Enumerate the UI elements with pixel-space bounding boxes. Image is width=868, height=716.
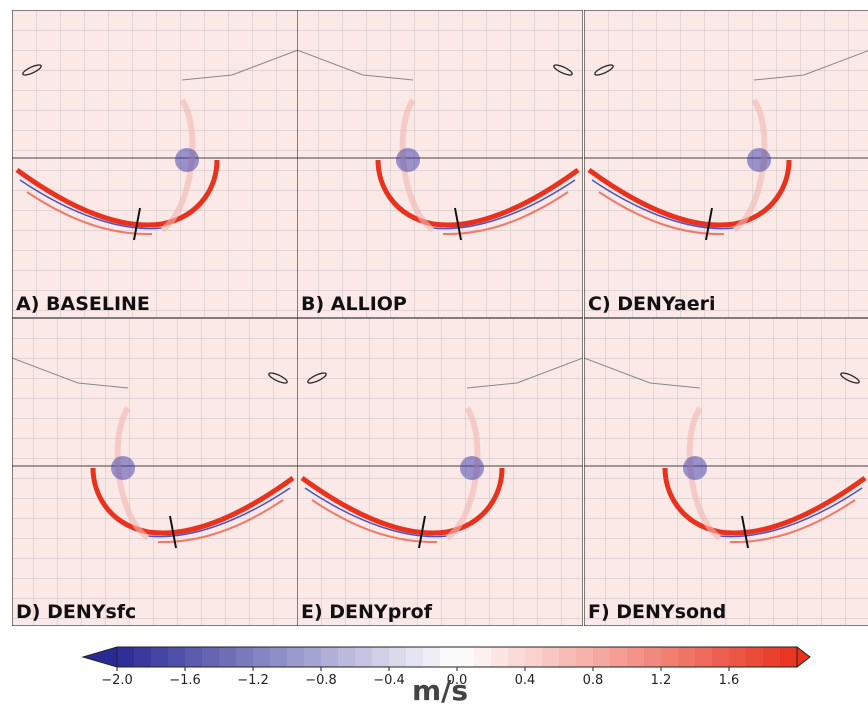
map-panel: B) ALLIOP [297, 10, 583, 318]
colorbar-tick-label: −1.6 [169, 673, 201, 688]
colorbar-segment [236, 647, 254, 667]
colorbar-segment [389, 647, 407, 667]
panel-label: D) DENYsfc [16, 601, 136, 623]
panels: A) BASELINE B) ALLIOP C) DENYaeri D) DENYsf… [12, 10, 868, 626]
colorbar-tick-label: −2.0 [101, 673, 133, 688]
colorbar-segment [491, 647, 509, 667]
colorbar-segment [763, 647, 781, 667]
colorbar-segment [219, 647, 237, 667]
panel-label: C) DENYaeri [588, 293, 716, 315]
colorbar: −2.0 −1.6 −1.2 −0.8 −0.4 0.0 0.4 0.8 1.2 1.6 [81, 645, 811, 688]
colorbar-extend-high [796, 645, 811, 669]
colorbar-segment [780, 647, 798, 667]
colorbar-segment [746, 647, 764, 667]
map-panel: A) BASELINE [12, 10, 298, 318]
colorbar-tick-label: 0.0 [447, 673, 468, 688]
colorbar-tick-label: −0.8 [305, 673, 337, 688]
colorbar-segment [661, 647, 679, 667]
panel-label: A) BASELINE [16, 293, 150, 315]
colorbar-segment [508, 647, 526, 667]
colorbar-extend-low [81, 646, 118, 668]
colorbar-segment [321, 647, 339, 667]
colorbar-segment [593, 647, 611, 667]
colorbar-tick-label: −0.4 [373, 673, 405, 688]
colorbar-segment [372, 647, 390, 667]
colorbar-segment [712, 647, 730, 667]
colorbar-segment [610, 647, 628, 667]
colorbar-segment [729, 647, 747, 667]
map-image [297, 318, 583, 626]
map-panel: E) DENYprof [297, 318, 583, 626]
colorbar-segment [695, 647, 713, 667]
map-panel: F) DENYsond [584, 318, 868, 626]
colorbar-segment [627, 647, 645, 667]
colorbar-segment [406, 647, 424, 667]
colorbar-segment [338, 647, 356, 667]
colorbar-tick-label: 1.6 [719, 673, 740, 688]
colorbar-segment [559, 647, 577, 667]
colorbar-unit: m/s [412, 674, 468, 707]
colorbar-segment [117, 647, 135, 667]
panel-label: F) DENYsond [588, 601, 726, 623]
colorbar-segment [542, 647, 560, 667]
colorbar-segment [423, 647, 441, 667]
colorbar-tick-label: 1.2 [651, 673, 672, 688]
colorbar-segment [185, 647, 203, 667]
colorbar-segment [253, 647, 271, 667]
colorbar-segment [304, 647, 322, 667]
colorbar-segment [151, 647, 169, 667]
colorbar-segment [134, 647, 152, 667]
colorbar-segment [270, 647, 288, 667]
colorbar-tick-label: 0.4 [515, 673, 536, 688]
map-image [12, 318, 298, 626]
colorbar-segment [287, 647, 305, 667]
colorbar-segment [474, 647, 492, 667]
colorbar-segment [202, 647, 220, 667]
map-image [584, 10, 868, 318]
colorbar-segment [168, 647, 186, 667]
colorbar-segment [355, 647, 373, 667]
colorbar-segment [678, 647, 696, 667]
map-image [12, 10, 298, 318]
map-image [297, 10, 583, 318]
colorbar-segment [440, 647, 458, 667]
map-image [584, 318, 868, 626]
colorbar-segment [457, 647, 475, 667]
panel-label: B) ALLIOP [301, 293, 407, 315]
map-panel: C) DENYaeri [584, 10, 868, 318]
colorbar-segment [576, 647, 594, 667]
colorbar-segment [644, 647, 662, 667]
map-panel: D) DENYsfc [12, 318, 298, 626]
panel-label: E) DENYprof [301, 601, 433, 623]
colorbar-segment [525, 647, 543, 667]
colorbar-tick-label: −1.2 [237, 673, 269, 688]
colorbar-tick-label: 0.8 [583, 673, 604, 688]
